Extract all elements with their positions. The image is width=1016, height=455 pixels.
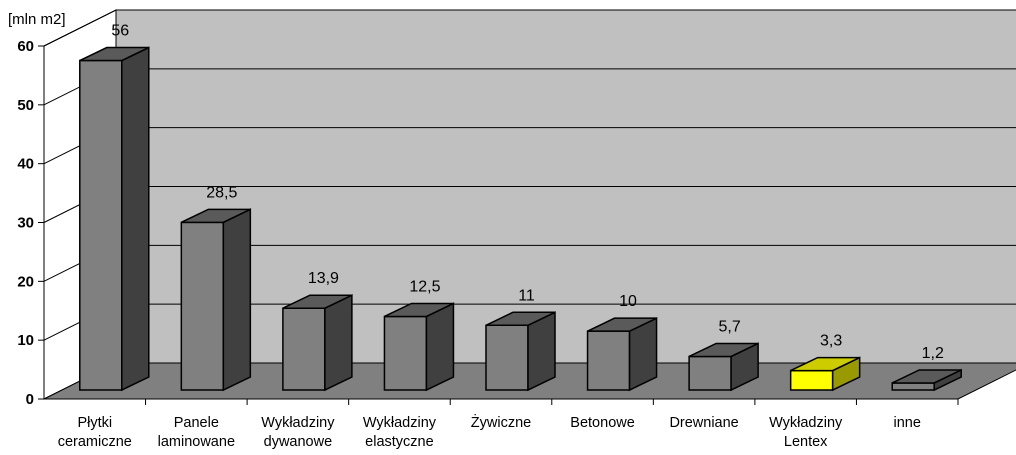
bar-side [426, 303, 453, 390]
category-label: Wykładziny elastyczne [363, 415, 437, 450]
bar-front [283, 308, 325, 390]
bar-front [181, 222, 223, 390]
y-tick-label: 10 [17, 332, 34, 349]
category-label: Wykładziny Lentex [769, 415, 843, 450]
bar-front [892, 383, 934, 390]
data-label: 28,5 [206, 184, 237, 201]
category-label-line: Wykładziny [769, 415, 843, 431]
category-label-line: Drewniane [669, 415, 738, 431]
category-label-line: Płytki [77, 415, 112, 431]
data-label: 56 [111, 23, 129, 40]
bar [588, 318, 657, 390]
category-label-line: Lentex [784, 434, 828, 450]
category-label: inne [894, 415, 921, 431]
data-label: 10 [619, 293, 637, 310]
bar-front [588, 331, 630, 390]
bar-side [325, 295, 352, 390]
category-label-line: elastyczne [365, 434, 434, 450]
y-tick-label: 60 [17, 38, 34, 55]
y-tick-label: 0 [26, 391, 34, 408]
bar-front [486, 325, 528, 390]
category-label-line: dywanowe [264, 434, 333, 450]
category-label-line: Betonowe [570, 415, 635, 431]
category-labels: Płytki ceramiczne Panele laminowane Wykładzi… [58, 413, 921, 450]
category-label-line: laminowane [158, 434, 235, 450]
data-label: 11 [518, 287, 535, 304]
category-label-line: inne [894, 415, 921, 431]
data-label: 5,7 [718, 318, 740, 335]
y-tick-label: 30 [17, 215, 34, 232]
category-label: Betonowe [570, 415, 635, 431]
bar [181, 209, 250, 390]
data-label: 13,9 [308, 270, 339, 287]
data-label: 12,5 [409, 278, 440, 295]
bar-side [122, 48, 149, 390]
category-label: Wykładziny dywanowe [261, 415, 335, 450]
bar-front [80, 61, 122, 390]
data-label: 3,3 [820, 333, 842, 350]
bar-front [384, 316, 426, 390]
bar-side [223, 209, 250, 390]
category-label-line: Panele [174, 415, 219, 431]
bar [283, 295, 352, 390]
y-unit-label: [mln m2] [8, 11, 66, 28]
y-tick-label: 50 [17, 97, 34, 114]
data-label: 1,2 [922, 345, 944, 362]
bar [384, 303, 453, 390]
y-tick-label: 40 [17, 156, 34, 173]
bar [80, 48, 149, 390]
category-label-line: ceramiczne [58, 434, 132, 450]
bar [486, 312, 555, 390]
bar-front [791, 371, 833, 390]
category-label-line: Wykładziny [363, 415, 437, 431]
category-label-line: Wykładziny [261, 415, 335, 431]
category-label: Drewniane [669, 415, 738, 431]
category-label-line: Żywiczne [471, 413, 531, 431]
category-label: Panele laminowane [158, 415, 235, 450]
category-label: Płytki ceramiczne [58, 415, 132, 450]
y-tick-label: 20 [17, 273, 34, 290]
category-label: Żywiczne [471, 413, 531, 431]
bar-front [689, 356, 731, 390]
